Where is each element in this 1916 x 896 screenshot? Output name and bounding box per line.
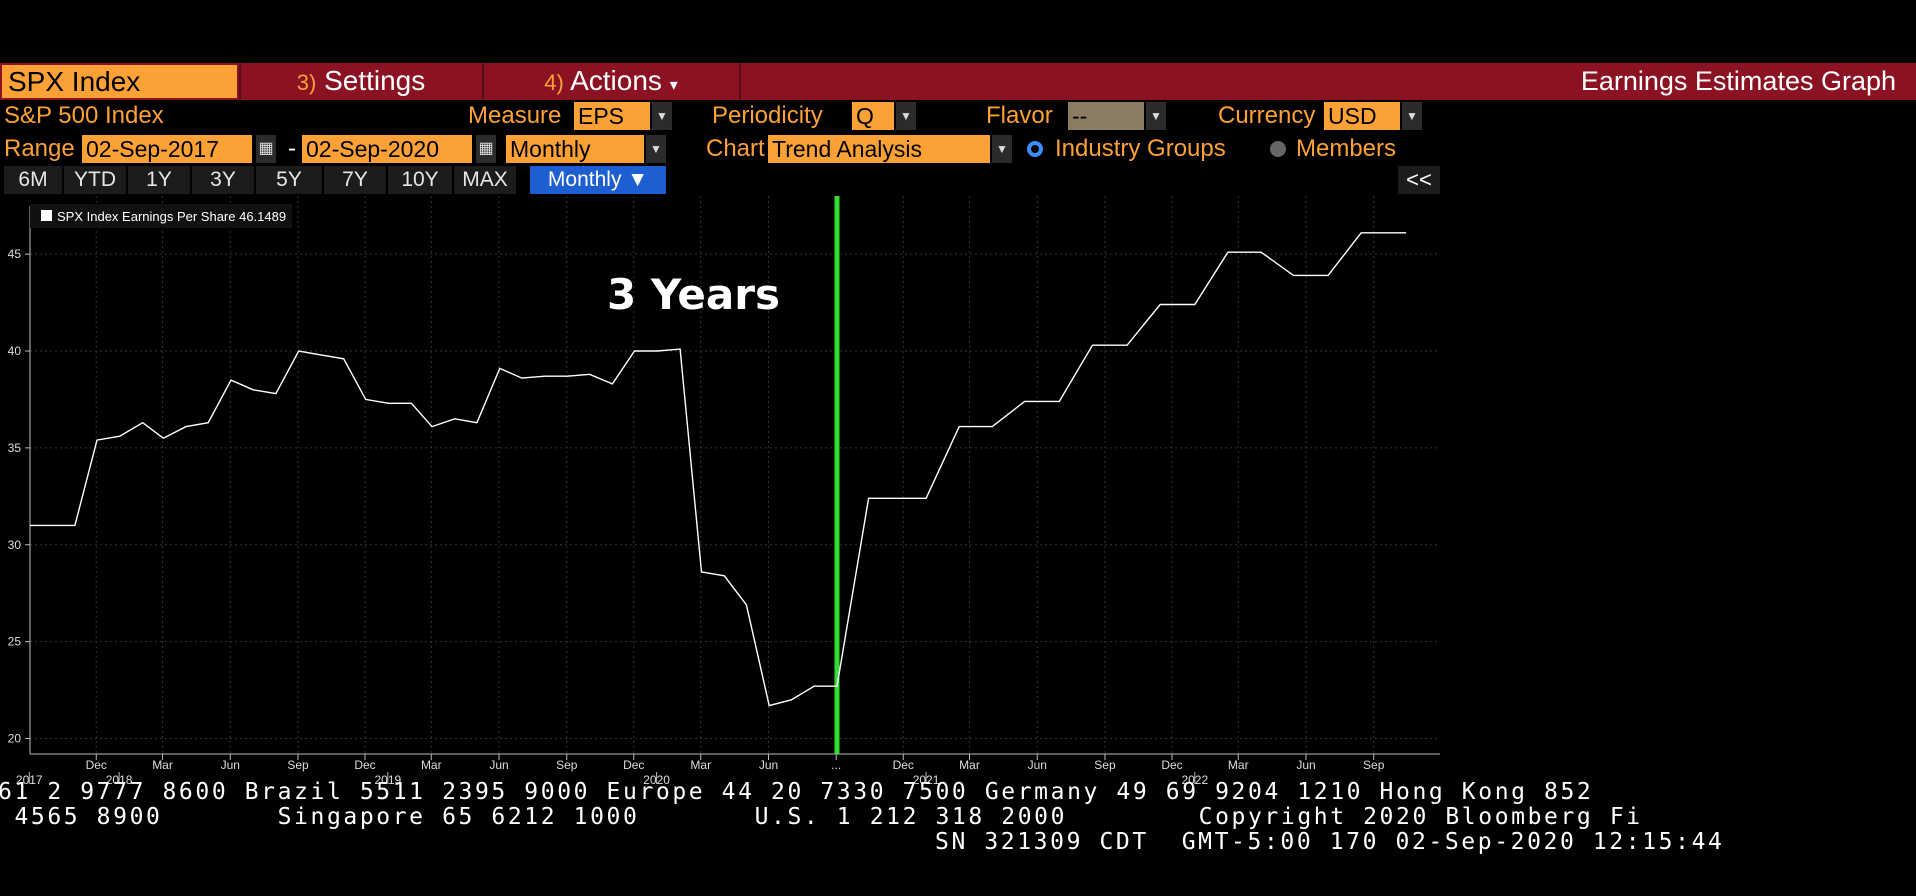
industry-groups-label[interactable]: Industry Groups	[1055, 135, 1226, 162]
actions-key: 4)	[544, 70, 564, 95]
contact-ticker-line: 4565 8900 Singapore 65 6212 1000 U.S. 1 …	[0, 804, 1643, 830]
x-year-label: 2019	[374, 773, 401, 787]
period-7y-button[interactable]: 7Y	[324, 166, 386, 194]
toolbar-divider	[239, 63, 241, 100]
x-tick-label: Dec	[1161, 758, 1182, 772]
x-tick-label: Jun	[1028, 758, 1047, 772]
actions-dropdown-icon: ▾	[669, 77, 678, 94]
periodicity-dropdown-icon[interactable]: ▼	[896, 102, 916, 130]
x-tick-label: Sep	[1363, 758, 1385, 772]
title-bar	[0, 63, 1916, 100]
y-tick-label: 30	[8, 538, 22, 552]
x-year-label: 2020	[643, 773, 670, 787]
y-tick-label: 20	[8, 732, 22, 746]
chart-type-dropdown-icon[interactable]: ▼	[992, 135, 1012, 163]
x-tick-label: Sep	[556, 758, 578, 772]
collapse-panel-button[interactable]: <<	[1398, 166, 1440, 194]
legend-label: SPX Index Earnings Per Share 46.1489	[57, 209, 286, 224]
x-tick-label: Dec	[86, 758, 107, 772]
flavor-select[interactable]: --	[1068, 102, 1144, 130]
x-tick-label: Mar	[421, 758, 442, 772]
settings-key: 3)	[296, 70, 317, 95]
legend-box	[30, 204, 292, 228]
toolbar-divider	[739, 63, 741, 100]
settings-button[interactable]: 3) Settings	[241, 63, 481, 100]
eps-series-line	[30, 232, 1407, 707]
period-1y-button[interactable]: 1Y	[128, 166, 190, 194]
x-tick-label: ...	[831, 758, 841, 772]
x-tick-label: Mar	[1228, 758, 1249, 772]
x-tick-label: Sep	[287, 758, 309, 772]
periodicity-select[interactable]: Q	[852, 102, 894, 130]
range-frequency-select[interactable]: Monthly	[506, 135, 644, 163]
x-tick-label: Dec	[623, 758, 644, 772]
x-year-label: 2021	[913, 773, 940, 787]
flavor-label: Flavor	[986, 102, 1053, 129]
x-tick-label: Dec	[354, 758, 375, 772]
range-label: Range	[4, 135, 75, 162]
x-axis: Dec Mar Jun Sep Dec Mar Jun Sep Dec Mar Jun... Dec M…	[16, 753, 1440, 787]
periodicity-label: Periodicity	[712, 102, 823, 129]
legend-swatch	[41, 210, 52, 221]
y-tick-label: 35	[8, 441, 22, 455]
security-name: S&P 500 Index	[4, 102, 164, 129]
x-tick-label: Jun	[489, 758, 508, 772]
chart-label: Chart	[706, 135, 765, 162]
period-max-button[interactable]: MAX	[454, 166, 516, 194]
x-tick-label: Jun	[759, 758, 778, 772]
security-ticker-field[interactable]: SPX Index	[2, 65, 237, 98]
x-year-label: 2022	[1181, 773, 1208, 787]
industry-groups-radio[interactable]	[1027, 141, 1043, 157]
x-tick-label: Dec	[893, 758, 914, 772]
period-10y-button[interactable]: 10Y	[388, 166, 452, 194]
y-tick-label: 25	[8, 635, 22, 649]
range-start-field[interactable]: 02-Sep-2017	[82, 135, 252, 163]
range-frequency-dropdown-icon[interactable]: ▼	[646, 135, 666, 163]
flavor-dropdown-icon[interactable]: ▼	[1146, 102, 1166, 130]
settings-label: Settings	[324, 65, 426, 96]
actions-button[interactable]: 4) Actions ▾	[484, 63, 738, 100]
period-5y-button[interactable]: 5Y	[256, 166, 322, 194]
period-6m-button[interactable]: 6M	[4, 166, 62, 194]
toolbar-divider	[482, 63, 484, 100]
function-title: Earnings Estimates Graph	[1580, 66, 1896, 96]
measure-label: Measure	[468, 102, 562, 129]
x-tick-label: Sep	[1094, 758, 1116, 772]
x-year-label: 2017	[16, 773, 43, 787]
members-radio[interactable]	[1270, 141, 1286, 157]
currency-select[interactable]: USD	[1324, 102, 1400, 130]
chart-legend: SPX Index Earnings Per Share 46.1489	[30, 204, 292, 228]
measure-dropdown-icon[interactable]: ▼	[652, 102, 672, 130]
session-status-line: SN 321309 CDT GMT-5:00 170 02-Sep-2020 1…	[935, 829, 1725, 855]
x-tick-label: Jun	[1296, 758, 1315, 772]
period-3y-button[interactable]: 3Y	[192, 166, 254, 194]
x-tick-label: Mar	[152, 758, 173, 772]
currency-label: Currency	[1218, 102, 1316, 129]
frequency-dropdown-button[interactable]: Monthly ▼	[530, 166, 666, 194]
y-tick-label: 40	[8, 344, 22, 358]
x-tick-label: Jun	[221, 758, 240, 772]
range-dash: -	[288, 135, 296, 162]
calendar-icon[interactable]: ▦	[476, 135, 496, 163]
x-tick-label: Mar	[690, 758, 711, 772]
x-tick-label: Mar	[959, 758, 980, 772]
members-label[interactable]: Members	[1296, 135, 1397, 162]
range-end-field[interactable]: 02-Sep-2020	[302, 135, 472, 163]
currency-dropdown-icon[interactable]: ▼	[1402, 102, 1422, 130]
contact-ticker-line: 61 2 9777 8600 Brazil 5511 2395 9000 Eur…	[0, 779, 1594, 805]
measure-select[interactable]: EPS	[574, 102, 650, 130]
chart-type-select[interactable]: Trend Analysis	[768, 135, 990, 163]
y-tick-label: 45	[8, 247, 22, 261]
calendar-icon[interactable]: ▦	[256, 135, 276, 163]
period-ytd-button[interactable]: YTD	[64, 166, 126, 194]
y-axis: 20 25 30 35 40 45	[8, 206, 31, 754]
chart-annotation: 3 Years	[607, 270, 780, 319]
actions-label: Actions	[570, 65, 662, 96]
x-year-label: 2018	[106, 773, 133, 787]
